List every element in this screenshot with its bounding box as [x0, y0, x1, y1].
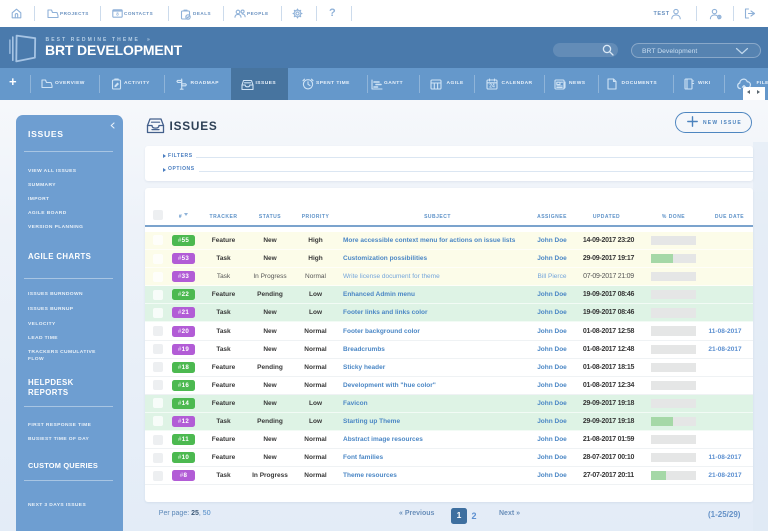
svg-text:8: 8: [116, 11, 119, 16]
svg-text:24: 24: [489, 84, 495, 90]
